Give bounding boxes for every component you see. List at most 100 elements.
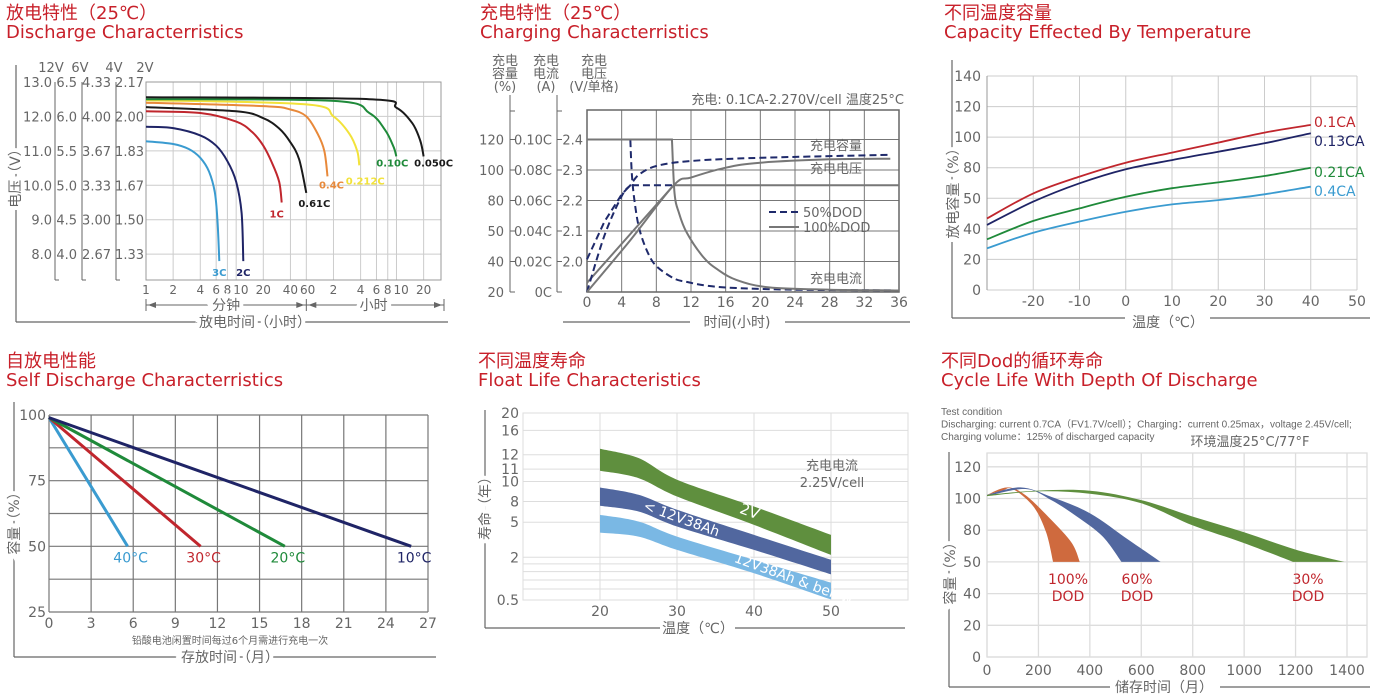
title-zh: 不同Dod的循环寿命 <box>941 351 1104 372</box>
y-tick-label: 40 <box>963 587 981 603</box>
y-tick-label: 20 <box>963 618 981 634</box>
axis-header: 充电 <box>533 53 559 69</box>
test-condition-line: Discharging: current 0.7CA（FV1.7V/cell）；… <box>941 419 1352 431</box>
x-tick-label: 20 <box>1209 294 1227 310</box>
axis-header: (%) <box>494 80 517 95</box>
x-tick-label: 32 <box>855 295 873 311</box>
curve-label: 3C <box>212 268 226 279</box>
x-tick-label: 200 <box>1025 663 1052 679</box>
x-tick-label: 9 <box>171 616 180 632</box>
x-tick-label: 40 <box>283 283 298 297</box>
discharge-curve-0.10C <box>145 98 398 157</box>
dod-label: DOD <box>1121 589 1154 605</box>
y-tick-label: 20 <box>963 252 981 268</box>
cycle-band-2 <box>987 489 1345 562</box>
dod-label: 100% <box>1048 572 1088 588</box>
x-tick-label: 6 <box>373 283 381 297</box>
line-label: 20°C <box>271 550 306 566</box>
plot-frame <box>586 109 900 293</box>
voltage-tick-label: 2.0 <box>562 256 583 271</box>
y-tick-label: 1.67 <box>115 179 144 194</box>
line-label: 10°C <box>397 550 432 566</box>
y-tick-label: 12 <box>501 448 519 464</box>
current-tick-label: 0.02C <box>514 256 552 271</box>
title-zh: 不同温度寿命 <box>478 351 586 372</box>
y-axis-title: 放电容量（%） <box>945 141 962 238</box>
life-band-1 <box>600 487 831 575</box>
y-tick-label: 40 <box>963 222 981 238</box>
x-axis-title: 放电时间（小时） <box>199 315 311 331</box>
title-en: Charging Characterristics <box>480 22 709 43</box>
title-en: Discharge Characterristics <box>6 22 244 43</box>
current-curve-50%DOD <box>587 138 900 292</box>
x-tick-label: 1000 <box>1226 663 1262 679</box>
current-tick-label: 0.10C <box>514 134 552 149</box>
label-current: 充电电流 <box>810 271 862 287</box>
x-axis-title: 时间(小时) <box>704 315 771 331</box>
x-axis-title: 温度（℃） <box>1132 315 1204 331</box>
line-label: 30°C <box>186 550 221 566</box>
y-tick-label: 16 <box>501 423 519 439</box>
capacity-curve-0.21CA <box>986 166 1311 241</box>
x-tick-label: 40 <box>745 604 763 620</box>
x-tick-label: 20 <box>591 604 609 620</box>
x-tick-label: 30 <box>1256 294 1274 310</box>
y-tick-label: 5.0 <box>56 179 77 194</box>
x-tick-label: 24 <box>377 616 395 632</box>
label-capacity: 充电容量 <box>810 138 862 154</box>
x-tick-label: -20 <box>1022 294 1045 310</box>
x-tick-label: 20 <box>256 283 271 297</box>
plot-frame <box>522 412 909 601</box>
x-tick-label: 18 <box>293 616 311 632</box>
y-axis-title: 电压（V） <box>8 142 24 208</box>
curve-label: 0.4CA <box>1314 184 1356 200</box>
y-tick-label: 11 <box>501 462 519 478</box>
x-tick-label: 30 <box>668 604 686 620</box>
chart-capacity-temperature: 0 20 40 50 80 100 120 140 -20 -10 0 10 20 30 40 50 0.1CA… <box>941 60 1370 331</box>
arrow-head-icon <box>308 302 317 308</box>
capacity-tick-label: 50 <box>487 225 504 240</box>
axis-header: 充电 <box>581 53 607 69</box>
y-tick-label: 4.0 <box>56 248 77 263</box>
x-tick-label: 3 <box>87 616 96 632</box>
y-column-header: 6V <box>71 61 88 76</box>
x-tick-label: 12 <box>682 295 700 311</box>
title-en: Capacity Effected By Temperature <box>944 22 1252 43</box>
current-tick-label: 0.06C <box>514 195 552 210</box>
capacity-curve-0.4CA <box>986 185 1311 250</box>
title-zh: 不同温度容量 <box>944 3 1052 24</box>
y-tick-label: 80 <box>963 161 981 177</box>
y-tick-label: 50 <box>28 539 46 555</box>
x-tick-label: 2 <box>330 283 338 297</box>
y-tick-label: 140 <box>954 69 981 85</box>
ambient-temperature: 环境温度25°C/77°F <box>1190 434 1309 450</box>
title-en: Self Discharge Characterristics <box>6 370 284 391</box>
dod-label: 60% <box>1121 572 1152 588</box>
y-tick-label: 1.50 <box>115 214 144 229</box>
curve-label: 0.4C <box>319 180 344 191</box>
curve-label: 0.1CA <box>1314 115 1356 131</box>
title-zh: 自放电性能 <box>6 351 96 372</box>
curve-label: 0.10C <box>376 158 408 169</box>
label-voltage: 充电电压 <box>810 161 862 177</box>
x-tick-label: 4 <box>617 295 626 311</box>
title-en: Cycle Life With Depth Of Discharge <box>941 370 1258 391</box>
self-discharge-line-30°C <box>48 416 202 548</box>
y-tick-label: 3.00 <box>82 214 111 229</box>
y-column-header: 4V <box>105 61 122 76</box>
x-unit-hours: 小时 <box>360 298 388 314</box>
title-capacity-temp: 不同温度容量 Capacity Effected By Temperature <box>944 4 1251 42</box>
voltage-tick-label: 2.1 <box>562 225 583 240</box>
x-tick-label: 800 <box>1179 663 1206 679</box>
capacity-tick-label: 40 <box>487 256 504 271</box>
x-tick-label: 6 <box>129 616 138 632</box>
x-tick-label: 0 <box>45 616 54 632</box>
title-cycle-life: 不同Dod的循环寿命 Cycle Life With Depth Of Disch… <box>941 352 1258 390</box>
y-tick-label: 75 <box>28 474 46 490</box>
x-tick-label: 0 <box>983 663 992 679</box>
x-tick-label: 40 <box>1302 294 1320 310</box>
curve-label: 2C <box>236 268 250 279</box>
life-band-0 <box>600 448 831 555</box>
